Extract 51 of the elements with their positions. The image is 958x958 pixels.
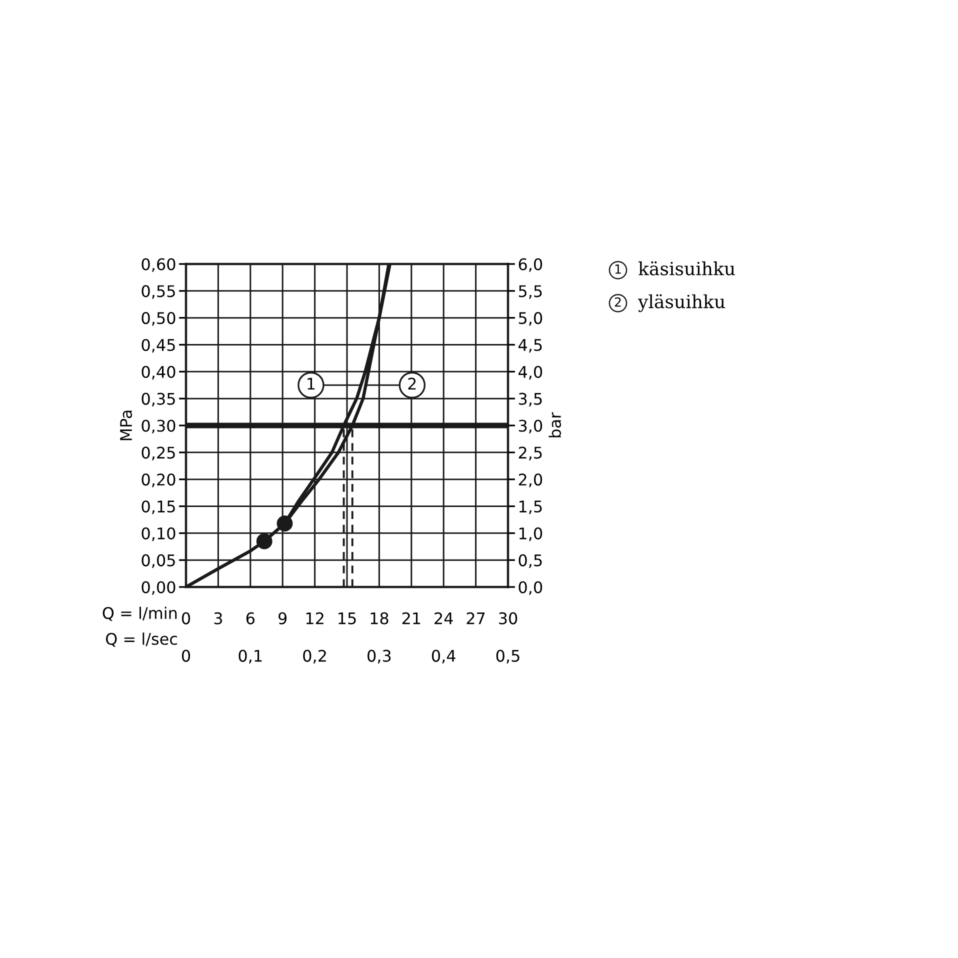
y-tick-label: 0,15 [142, 500, 175, 514]
x-tick-label: 6 [246, 612, 254, 624]
x-tick-label: 24 [434, 612, 453, 624]
y-tick-label: 0,00 [142, 581, 176, 595]
y2-tick-label: 5,0 [518, 312, 542, 326]
y2-tick-label: 1,0 [519, 527, 542, 542]
x2-axis-title: Q = l/sec [106, 632, 177, 647]
x2-tick-label: 0,5 [496, 650, 520, 664]
y-axis-title: MPa [120, 410, 132, 440]
y-tick-label: 0,50 [142, 312, 176, 326]
x-tick-label: 30 [499, 612, 518, 624]
y-tick-label: 0,45 [142, 338, 175, 353]
y2-tick-label: 3,5 [518, 392, 542, 407]
x-axis-title: Q = l/min [102, 606, 177, 621]
y2-tick-label: 6,0 [518, 258, 542, 272]
y2-tick-label: 1,5 [519, 500, 542, 514]
x-tick-label: 27 [466, 612, 485, 624]
x2-tick-label: 0 [182, 650, 190, 662]
y2-tick-label: 3,0 [518, 420, 542, 434]
y2-tick-label: 5,5 [518, 285, 542, 299]
annotation: 1 [308, 378, 315, 390]
y2-axis-title: bar [548, 412, 562, 438]
text: 2 yläsuihku [614, 294, 725, 312]
y2-tick-label: 4,0 [518, 366, 542, 380]
y2-tick-label: 2,5 [518, 446, 542, 460]
y2-tick-label: 2,0 [518, 474, 542, 488]
y-tick-label: 0,60 [142, 258, 176, 272]
y-tick-label: 0,05 [142, 554, 175, 568]
x-tick-label: 9 [278, 612, 287, 624]
y-tick-label: 0,35 [142, 392, 175, 407]
x2-tick-label: 0,4 [432, 650, 456, 664]
y2-tick-label: 4,5 [518, 339, 542, 353]
x-tick-label: 18 [370, 612, 388, 624]
x-tick-label: 12 [306, 612, 324, 624]
y-tick-label: 0,20 [142, 474, 176, 488]
x2-tick-label: 0,1 [238, 650, 262, 664]
x-tick-label: 21 [402, 612, 420, 624]
x2-tick-label: 0,2 [303, 650, 326, 664]
x-tick-label: 15 [338, 612, 356, 624]
annotation: 2 [408, 378, 416, 390]
y-tick-label: 0,55 [142, 285, 175, 299]
y-tick-label: 0,30 [142, 420, 176, 434]
x2-tick-label: 0,3 [368, 650, 391, 664]
x-tick-label: 3 [214, 612, 222, 624]
y-tick-label: 0,25 [142, 446, 175, 460]
y2-tick-label: 0,0 [518, 581, 542, 595]
y-tick-label: 0,10 [142, 527, 176, 542]
y-tick-label: 0,40 [142, 366, 176, 380]
x-tick-label: 0 [182, 612, 190, 624]
y2-tick-label: 0,5 [518, 554, 542, 568]
text: 1 käsisuihku [615, 261, 735, 276]
